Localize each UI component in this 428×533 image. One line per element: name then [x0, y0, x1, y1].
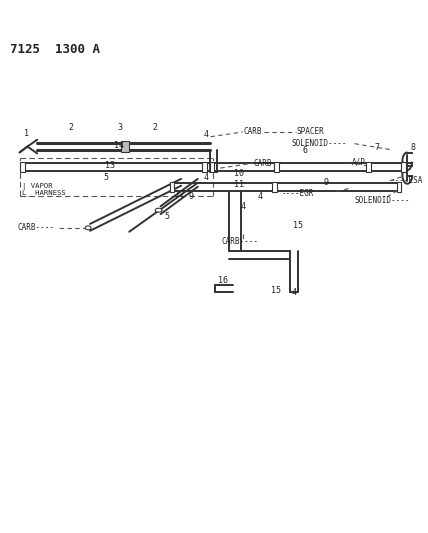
Bar [170, 182, 174, 191]
Text: 4: 4 [258, 192, 263, 201]
Text: 6: 6 [303, 146, 308, 155]
Text: 9: 9 [324, 179, 329, 187]
Text: CARB----: CARB---- [221, 237, 258, 246]
Text: 4: 4 [203, 173, 208, 182]
Text: 16: 16 [218, 276, 228, 285]
Bar [202, 162, 207, 172]
Text: 3: 3 [117, 124, 122, 133]
Text: 13: 13 [105, 160, 115, 169]
Text: 8: 8 [410, 143, 416, 152]
Ellipse shape [85, 226, 91, 230]
Bar [210, 162, 214, 172]
Text: 5: 5 [103, 173, 108, 182]
Bar [396, 182, 401, 191]
Text: 4: 4 [203, 131, 208, 139]
Text: 2: 2 [68, 124, 73, 133]
Text: | VAPOR: | VAPOR [21, 183, 52, 190]
Text: 4: 4 [291, 288, 296, 297]
Text: 2: 2 [152, 124, 157, 133]
Text: SPACER: SPACER [297, 127, 324, 136]
Text: 12: 12 [175, 190, 185, 199]
Bar [274, 162, 279, 172]
Bar [20, 162, 25, 172]
Text: 11: 11 [234, 180, 244, 189]
Text: 10: 10 [234, 168, 244, 177]
Text: A/P: A/P [351, 158, 366, 167]
Text: 9: 9 [188, 192, 193, 201]
Text: ----ESA: ----ESA [391, 176, 423, 185]
Text: L_ HARNESS: L_ HARNESS [21, 189, 65, 196]
Ellipse shape [155, 208, 162, 212]
Text: 14: 14 [114, 141, 125, 150]
Text: 15: 15 [293, 221, 303, 230]
Text: ----EGR: ----EGR [282, 189, 314, 198]
Text: 1: 1 [24, 130, 29, 139]
Text: 7125  1300 A: 7125 1300 A [10, 43, 100, 56]
Bar [272, 182, 277, 191]
Text: CARB: CARB [244, 127, 262, 136]
Text: 5: 5 [164, 212, 169, 221]
Text: 15: 15 [271, 286, 281, 295]
Bar [401, 162, 406, 172]
Text: CARB: CARB [253, 159, 272, 168]
Bar [122, 141, 129, 152]
Text: 7: 7 [374, 143, 380, 152]
Text: SOLENOID----: SOLENOID---- [354, 196, 410, 205]
Text: 4: 4 [240, 202, 245, 211]
Text: SOLENOID----: SOLENOID---- [292, 139, 347, 148]
Text: CARB----: CARB---- [18, 223, 55, 232]
Bar [366, 162, 371, 172]
